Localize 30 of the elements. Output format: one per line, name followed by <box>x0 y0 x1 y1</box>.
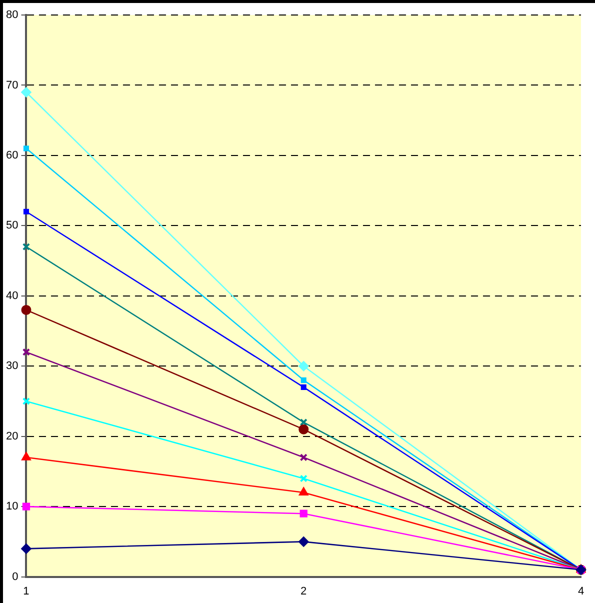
y-tick-label: 60 <box>6 149 18 162</box>
point <box>300 377 306 383</box>
point <box>298 424 309 434</box>
point <box>300 454 308 462</box>
point <box>300 510 308 518</box>
point <box>21 87 32 98</box>
y-tick-label: 40 <box>6 290 18 302</box>
y-tick-label: 10 <box>6 500 18 513</box>
y-tick-label: 30 <box>6 360 18 372</box>
point <box>21 304 32 315</box>
point <box>23 208 30 214</box>
point <box>300 418 308 426</box>
point <box>23 146 30 152</box>
x-tick-label: 2 <box>300 585 307 598</box>
point <box>300 474 308 482</box>
y-tick-label: 20 <box>6 430 18 442</box>
point <box>300 384 306 390</box>
point <box>299 488 308 496</box>
x-tick-label: 1 <box>23 585 30 598</box>
point <box>298 536 309 547</box>
y-tick-label: 80 <box>6 9 18 22</box>
y-tick-label: 70 <box>6 79 18 92</box>
y-tick-label: 0 <box>12 570 18 583</box>
point <box>298 361 309 372</box>
point <box>21 544 32 554</box>
point <box>22 502 30 510</box>
point <box>22 452 31 460</box>
point <box>22 348 30 356</box>
x-tick-label: 4 <box>578 585 584 598</box>
y-tick-label: 50 <box>6 220 18 232</box>
